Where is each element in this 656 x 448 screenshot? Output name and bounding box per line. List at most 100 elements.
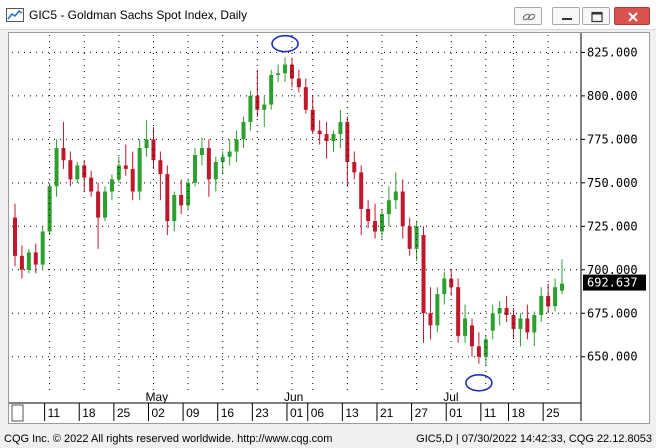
- x-day-label: 16: [221, 406, 235, 420]
- x-day-label: 18: [82, 406, 96, 420]
- candle-body: [82, 165, 87, 178]
- candle-body: [255, 95, 260, 110]
- candle-body: [518, 318, 523, 329]
- x-day-label: 27: [415, 406, 429, 420]
- candle-body: [310, 109, 315, 131]
- candle-body: [317, 130, 322, 135]
- y-tick-label: 825.000: [587, 45, 638, 59]
- candle-body: [40, 231, 45, 265]
- candle-body: [373, 221, 378, 232]
- candle-body: [421, 235, 426, 314]
- candle-body: [199, 148, 204, 155]
- candle-body: [26, 252, 31, 270]
- peak-highlight-ellipse: [271, 34, 299, 53]
- candle-body: [262, 104, 267, 110]
- x-day-label: 06: [311, 406, 325, 420]
- candle-body: [338, 121, 343, 135]
- candle-body: [497, 308, 502, 314]
- window-title: GIC5 - Goldman Sachs Spot Index, Daily: [29, 8, 248, 22]
- candle-body: [296, 78, 301, 88]
- candle-body: [172, 195, 177, 222]
- maximize-icon: [591, 11, 603, 23]
- last-price-label: 692.637: [587, 276, 638, 290]
- candle-body: [116, 165, 121, 180]
- symbol-timestamp-text: GIC5,D | 07/30/2022 14:42:33, CQG 22.12.…: [416, 433, 652, 445]
- link-icon: [522, 13, 536, 21]
- x-day-label: 25: [546, 406, 560, 420]
- candle-body: [456, 287, 461, 336]
- last-price-marker: [583, 274, 646, 291]
- x-day-label: 11: [484, 406, 497, 420]
- candle-body: [144, 139, 149, 149]
- x-day-label: 01: [290, 406, 304, 420]
- candle-body: [366, 208, 371, 222]
- x-day-label: 21: [380, 406, 394, 420]
- candle-body: [476, 346, 481, 357]
- candle-body: [379, 214, 384, 232]
- x-month-label: Jul: [443, 390, 458, 404]
- candle-body: [186, 182, 191, 206]
- maximize-button[interactable]: [582, 7, 610, 25]
- candle-body: [54, 148, 59, 187]
- candle-body: [276, 73, 281, 75]
- candle-body: [539, 295, 544, 315]
- candle-body: [61, 148, 66, 161]
- status-bar: CQG Inc. © 2022 All rights reserved worl…: [0, 430, 656, 448]
- y-tick-label: 750.000: [587, 176, 638, 190]
- candlestick-chart[interactable]: 650.000 675.000 700.000 725.000 750.000 775.0…: [9, 33, 649, 423]
- candle-body: [324, 134, 329, 142]
- candle-body: [89, 177, 94, 192]
- title-bar[interactable]: GIC5 - Goldman Sachs Spot Index, Daily: [0, 0, 656, 30]
- candle-body: [428, 313, 433, 326]
- candle-body: [463, 318, 468, 336]
- candle-body: [345, 121, 350, 162]
- candle-body: [241, 121, 246, 140]
- candle-body: [165, 174, 170, 222]
- candle-body: [560, 283, 564, 291]
- candle-body: [483, 339, 488, 357]
- x-day-label: 11: [48, 406, 61, 420]
- candle-body: [206, 148, 211, 180]
- candle-body: [213, 161, 218, 180]
- candle-body: [19, 255, 24, 270]
- y-tick-label: 675.000: [587, 306, 638, 320]
- candle-body: [435, 294, 440, 326]
- x-day-label: 09: [186, 406, 200, 420]
- y-tick-label: 700.000: [587, 263, 638, 277]
- minimize-icon: [562, 18, 572, 20]
- candle-body: [137, 148, 142, 192]
- candle-body: [227, 151, 232, 157]
- close-button[interactable]: [614, 7, 650, 25]
- y-tick-label: 800.000: [587, 89, 638, 103]
- y-tick-label: 725.000: [587, 219, 638, 233]
- x-month-label: Jun: [284, 390, 303, 404]
- candle-body: [33, 252, 38, 265]
- candle-body: [123, 165, 128, 169]
- candle-body: [359, 172, 364, 209]
- candle-body: [352, 161, 357, 173]
- candle-body: [469, 325, 474, 347]
- candle-body: [96, 191, 101, 218]
- candle-body: [490, 313, 495, 331]
- x-day-label: 23: [255, 406, 269, 420]
- candle-body: [109, 179, 114, 192]
- price-chart-panel[interactable]: 650.000 675.000 700.000 725.000 750.000 775.0…: [8, 32, 650, 424]
- x-day-label: 01: [449, 406, 463, 420]
- minimize-button[interactable]: [552, 7, 580, 25]
- candle-body: [414, 226, 419, 249]
- candle-body: [400, 191, 405, 227]
- candle-body: [75, 165, 80, 180]
- candle-body: [248, 95, 253, 122]
- candle-body: [546, 295, 551, 307]
- candle-body: [283, 64, 288, 74]
- candle-body: [220, 156, 225, 162]
- link-button[interactable]: [514, 7, 542, 25]
- x-month-label: May: [145, 390, 168, 404]
- trough-highlight-ellipse: [465, 374, 493, 392]
- x-axis-scroll-handle: [11, 404, 24, 422]
- chart-app-icon: [6, 8, 24, 22]
- y-tick-label: 775.000: [587, 132, 638, 146]
- candle-body: [525, 318, 530, 333]
- candle-body: [386, 200, 391, 215]
